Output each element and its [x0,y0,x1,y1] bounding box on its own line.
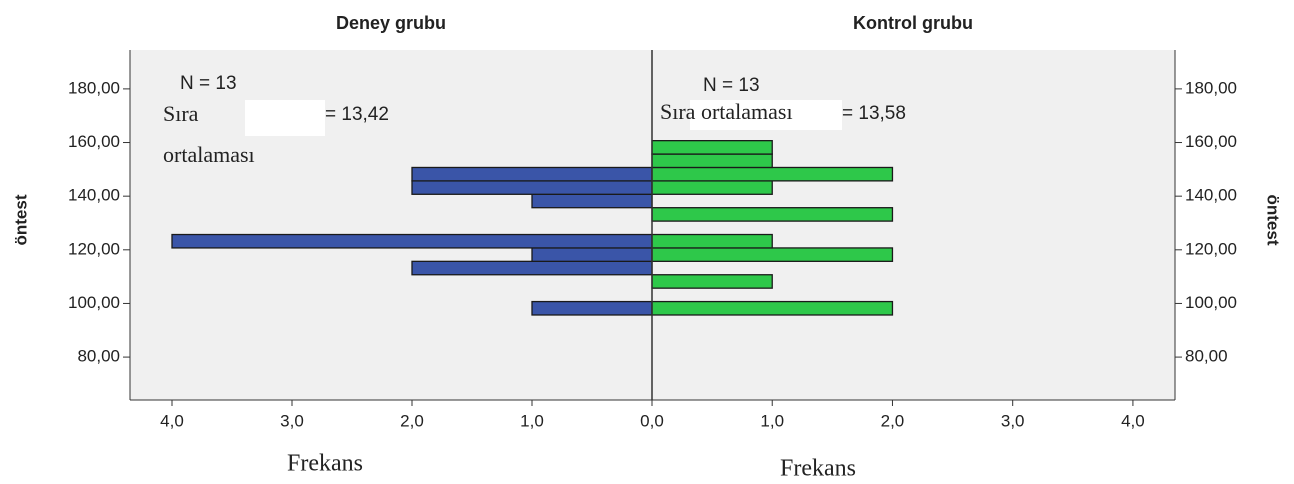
x-axis-label: Frekans [287,451,363,477]
bar [651,180,773,195]
bar [651,247,894,262]
annotation: N = 13 [703,75,760,96]
y-tick-label: 120,00 [1185,239,1237,258]
annotation: = 13,42 [325,104,389,125]
y-axis-label: öntest [11,194,30,245]
y-tick-label: 160,00 [68,132,120,151]
x-tick-label: 4,0 [1121,411,1145,430]
bar [411,180,653,195]
y-tick-label: 140,00 [68,186,120,205]
x-tick-label: 2,0 [881,411,905,430]
bar [651,207,894,222]
annotation: = 13,58 [842,103,906,124]
x-tick-label: 4,0 [160,411,184,430]
bar [651,300,894,316]
panel-title: Kontrol grubu [853,13,973,33]
bar [411,166,653,182]
x-tick-label: 1,0 [520,411,544,430]
x-tick-label: 2,0 [400,411,424,430]
annotation: N = 13 [180,73,237,94]
y-tick-label: 80,00 [1185,347,1228,366]
bar [651,140,773,155]
bar [531,193,653,209]
label-box [245,100,325,136]
annotation: Sıra [163,101,199,126]
panel-title: Deney grubu [336,13,446,33]
bar [531,247,653,262]
y-tick-label: 120,00 [68,239,120,258]
annotation: ortalaması [163,142,255,167]
y-tick-label: 180,00 [1185,78,1237,97]
x-tick-label: 3,0 [280,411,304,430]
annotation: Sıra ortalaması [660,99,793,124]
label-box [690,100,842,130]
y-tick-label: 100,00 [1185,293,1237,312]
bar [171,233,653,249]
y-axis-label: öntest [1264,195,1283,246]
bar [651,166,894,182]
bar [651,274,773,289]
y-tick-label: 80,00 [77,347,120,366]
x-tick-label: 3,0 [1001,411,1025,430]
y-tick-label: 160,00 [1185,132,1237,151]
bar [411,260,653,276]
bar [531,300,653,316]
bar [651,153,773,169]
x-tick-label: 0,0 [640,411,664,430]
x-axis-label: Frekans [780,456,856,482]
y-tick-label: 180,00 [68,78,120,97]
bar [651,233,773,249]
x-tick-label: 1,0 [760,411,784,430]
y-tick-label: 140,00 [1185,186,1237,205]
y-tick-label: 100,00 [68,293,120,312]
